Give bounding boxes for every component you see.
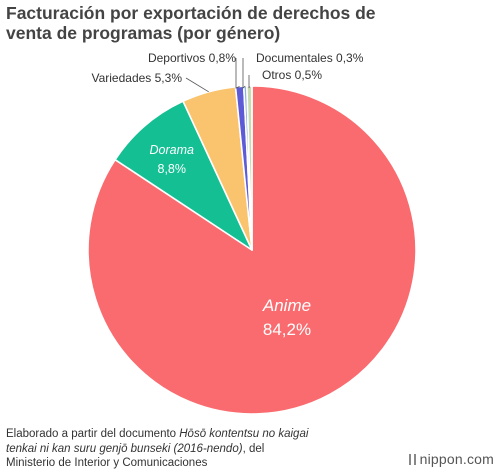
label-dorama: Dorama (150, 143, 195, 157)
source-note: Elaborado a partir del documento Hōsō ko… (6, 427, 406, 471)
value-dorama: 8,8% (158, 162, 187, 176)
chart-title-line-2: venta de programas (por género) (6, 23, 281, 43)
source-line-3: Ministerio de Interior y Comunicaciones (6, 457, 208, 469)
leader-line-documentales (242, 58, 246, 89)
label-otros: Otros 0,5% (262, 68, 322, 82)
leader-line-deportivos (235, 58, 240, 89)
label-anime: Anime (262, 296, 311, 315)
label-variedades: Variedades 5,3% (91, 71, 182, 85)
chart-title: Facturación por exportación de derechos … (6, 3, 496, 43)
pie-slice-anime (87, 85, 417, 415)
label-documentales: Documentales 0,3% (256, 51, 364, 65)
source-line-1: Elaborado a partir del documento Hōsō ko… (6, 428, 309, 440)
label-deportivos: Deportivos 0,8% (148, 51, 236, 65)
leader-line-variedades (185, 77, 209, 93)
brand-text: nippon.com (419, 451, 494, 467)
value-anime: 84,2% (263, 320, 311, 339)
chart-title-line-1: Facturación por exportación de derechos … (6, 3, 376, 23)
source-line-2: tenkai ni kan suru genjō bunseki (2016-n… (6, 442, 265, 455)
brand-mark-icon (408, 454, 416, 465)
brand-logo[interactable]: nippon.com (408, 451, 494, 467)
pie-slice-dorama (114, 100, 253, 251)
